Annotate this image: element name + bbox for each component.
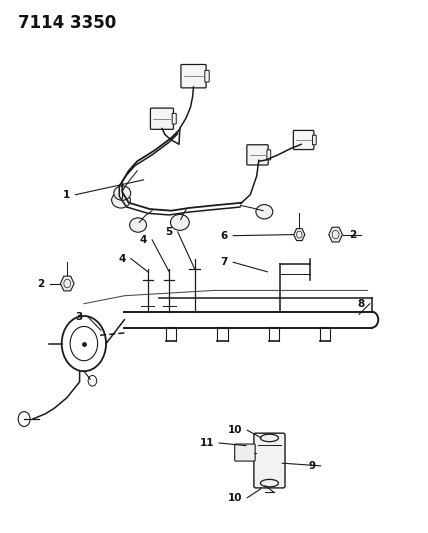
Text: 1: 1 — [63, 190, 70, 200]
FancyBboxPatch shape — [172, 114, 176, 124]
FancyBboxPatch shape — [150, 108, 173, 130]
Text: 11: 11 — [199, 438, 214, 448]
Text: 6: 6 — [221, 231, 228, 241]
Ellipse shape — [112, 192, 131, 208]
Text: 9: 9 — [309, 461, 315, 471]
FancyBboxPatch shape — [181, 64, 206, 88]
FancyBboxPatch shape — [267, 150, 270, 160]
Ellipse shape — [256, 205, 273, 219]
Text: 10: 10 — [228, 425, 242, 435]
FancyBboxPatch shape — [205, 70, 209, 82]
Text: 7: 7 — [221, 257, 228, 267]
FancyBboxPatch shape — [247, 145, 268, 165]
Text: 5: 5 — [165, 227, 172, 237]
Text: 8: 8 — [357, 298, 365, 309]
FancyBboxPatch shape — [312, 135, 316, 145]
Text: 3: 3 — [76, 312, 83, 322]
Text: 2: 2 — [349, 230, 356, 240]
FancyBboxPatch shape — [254, 433, 285, 488]
FancyBboxPatch shape — [235, 444, 255, 461]
Text: 4: 4 — [118, 254, 126, 263]
Ellipse shape — [170, 214, 189, 230]
Text: 2: 2 — [37, 279, 45, 288]
Text: 10: 10 — [228, 492, 242, 503]
Text: 7114 3350: 7114 3350 — [18, 14, 116, 32]
Text: 4: 4 — [140, 235, 147, 245]
Ellipse shape — [130, 218, 146, 232]
Ellipse shape — [114, 186, 131, 200]
FancyBboxPatch shape — [293, 131, 314, 150]
